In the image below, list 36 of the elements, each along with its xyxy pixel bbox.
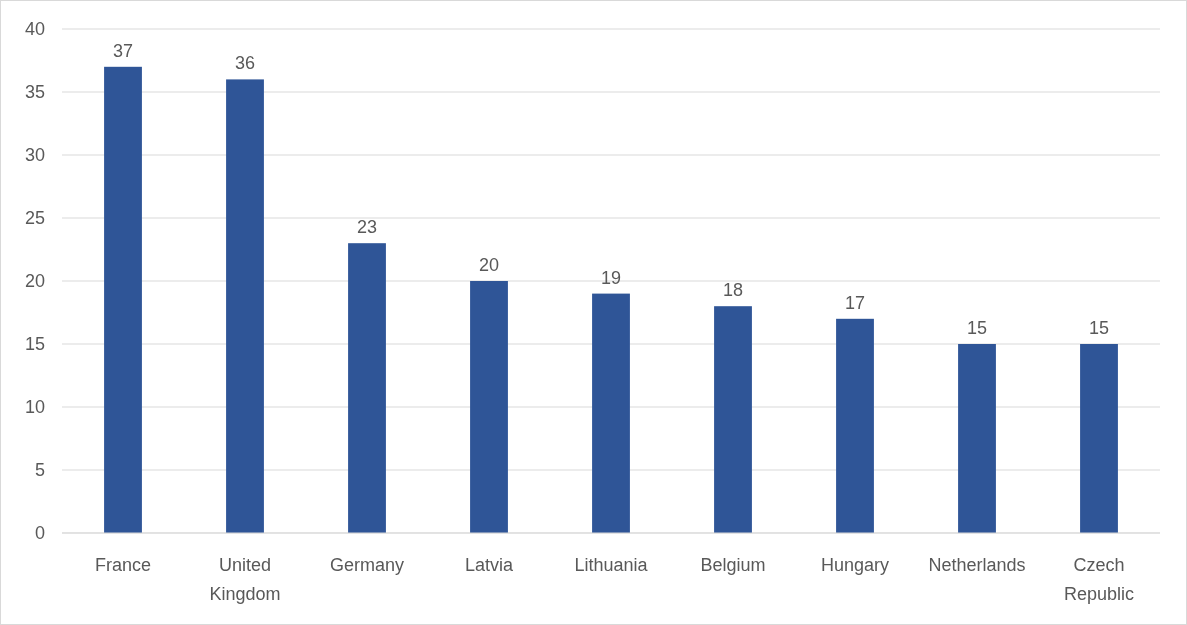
- y-tick-label: 5: [34, 460, 45, 481]
- data-label: 36: [234, 53, 256, 74]
- x-tick-label: Germany: [329, 555, 405, 575]
- bar: [104, 66, 142, 533]
- x-tick-label: Netherlands: [928, 555, 1026, 575]
- bar: [348, 243, 386, 533]
- data-label: 15: [1088, 318, 1110, 338]
- bar: [714, 306, 752, 533]
- y-tick-label: 25: [24, 208, 45, 229]
- y-tick-label: 15: [24, 334, 45, 355]
- x-tick-label: Lithuania: [574, 555, 649, 575]
- x-tick-label: Czech Republic: [1063, 555, 1135, 604]
- data-label: 15: [966, 318, 988, 338]
- data-label: 23: [356, 217, 378, 238]
- data-label: 37: [112, 40, 134, 61]
- data-label: 19: [600, 267, 622, 288]
- y-tick-label: 30: [24, 145, 45, 166]
- bar: [226, 79, 264, 533]
- bar: [1080, 344, 1118, 533]
- x-tick-label: United Kingdom: [209, 555, 281, 604]
- y-tick-label: 40: [24, 19, 45, 40]
- y-tick-label: 0: [34, 523, 45, 544]
- bar: [836, 318, 874, 533]
- data-label: 20: [478, 255, 500, 275]
- y-tick-label: 10: [24, 397, 45, 418]
- bar: [592, 293, 630, 533]
- x-tick-label: Hungary: [820, 555, 890, 575]
- x-tick-label: Latvia: [464, 555, 514, 575]
- data-label: 18: [722, 280, 744, 301]
- bar: [958, 344, 996, 533]
- y-tick-label: 20: [24, 271, 45, 292]
- x-tick-label: Belgium: [700, 555, 766, 575]
- x-tick-label: France: [94, 555, 152, 575]
- data-label: 17: [844, 292, 866, 313]
- bar: [470, 281, 508, 533]
- y-tick-label: 35: [24, 82, 45, 103]
